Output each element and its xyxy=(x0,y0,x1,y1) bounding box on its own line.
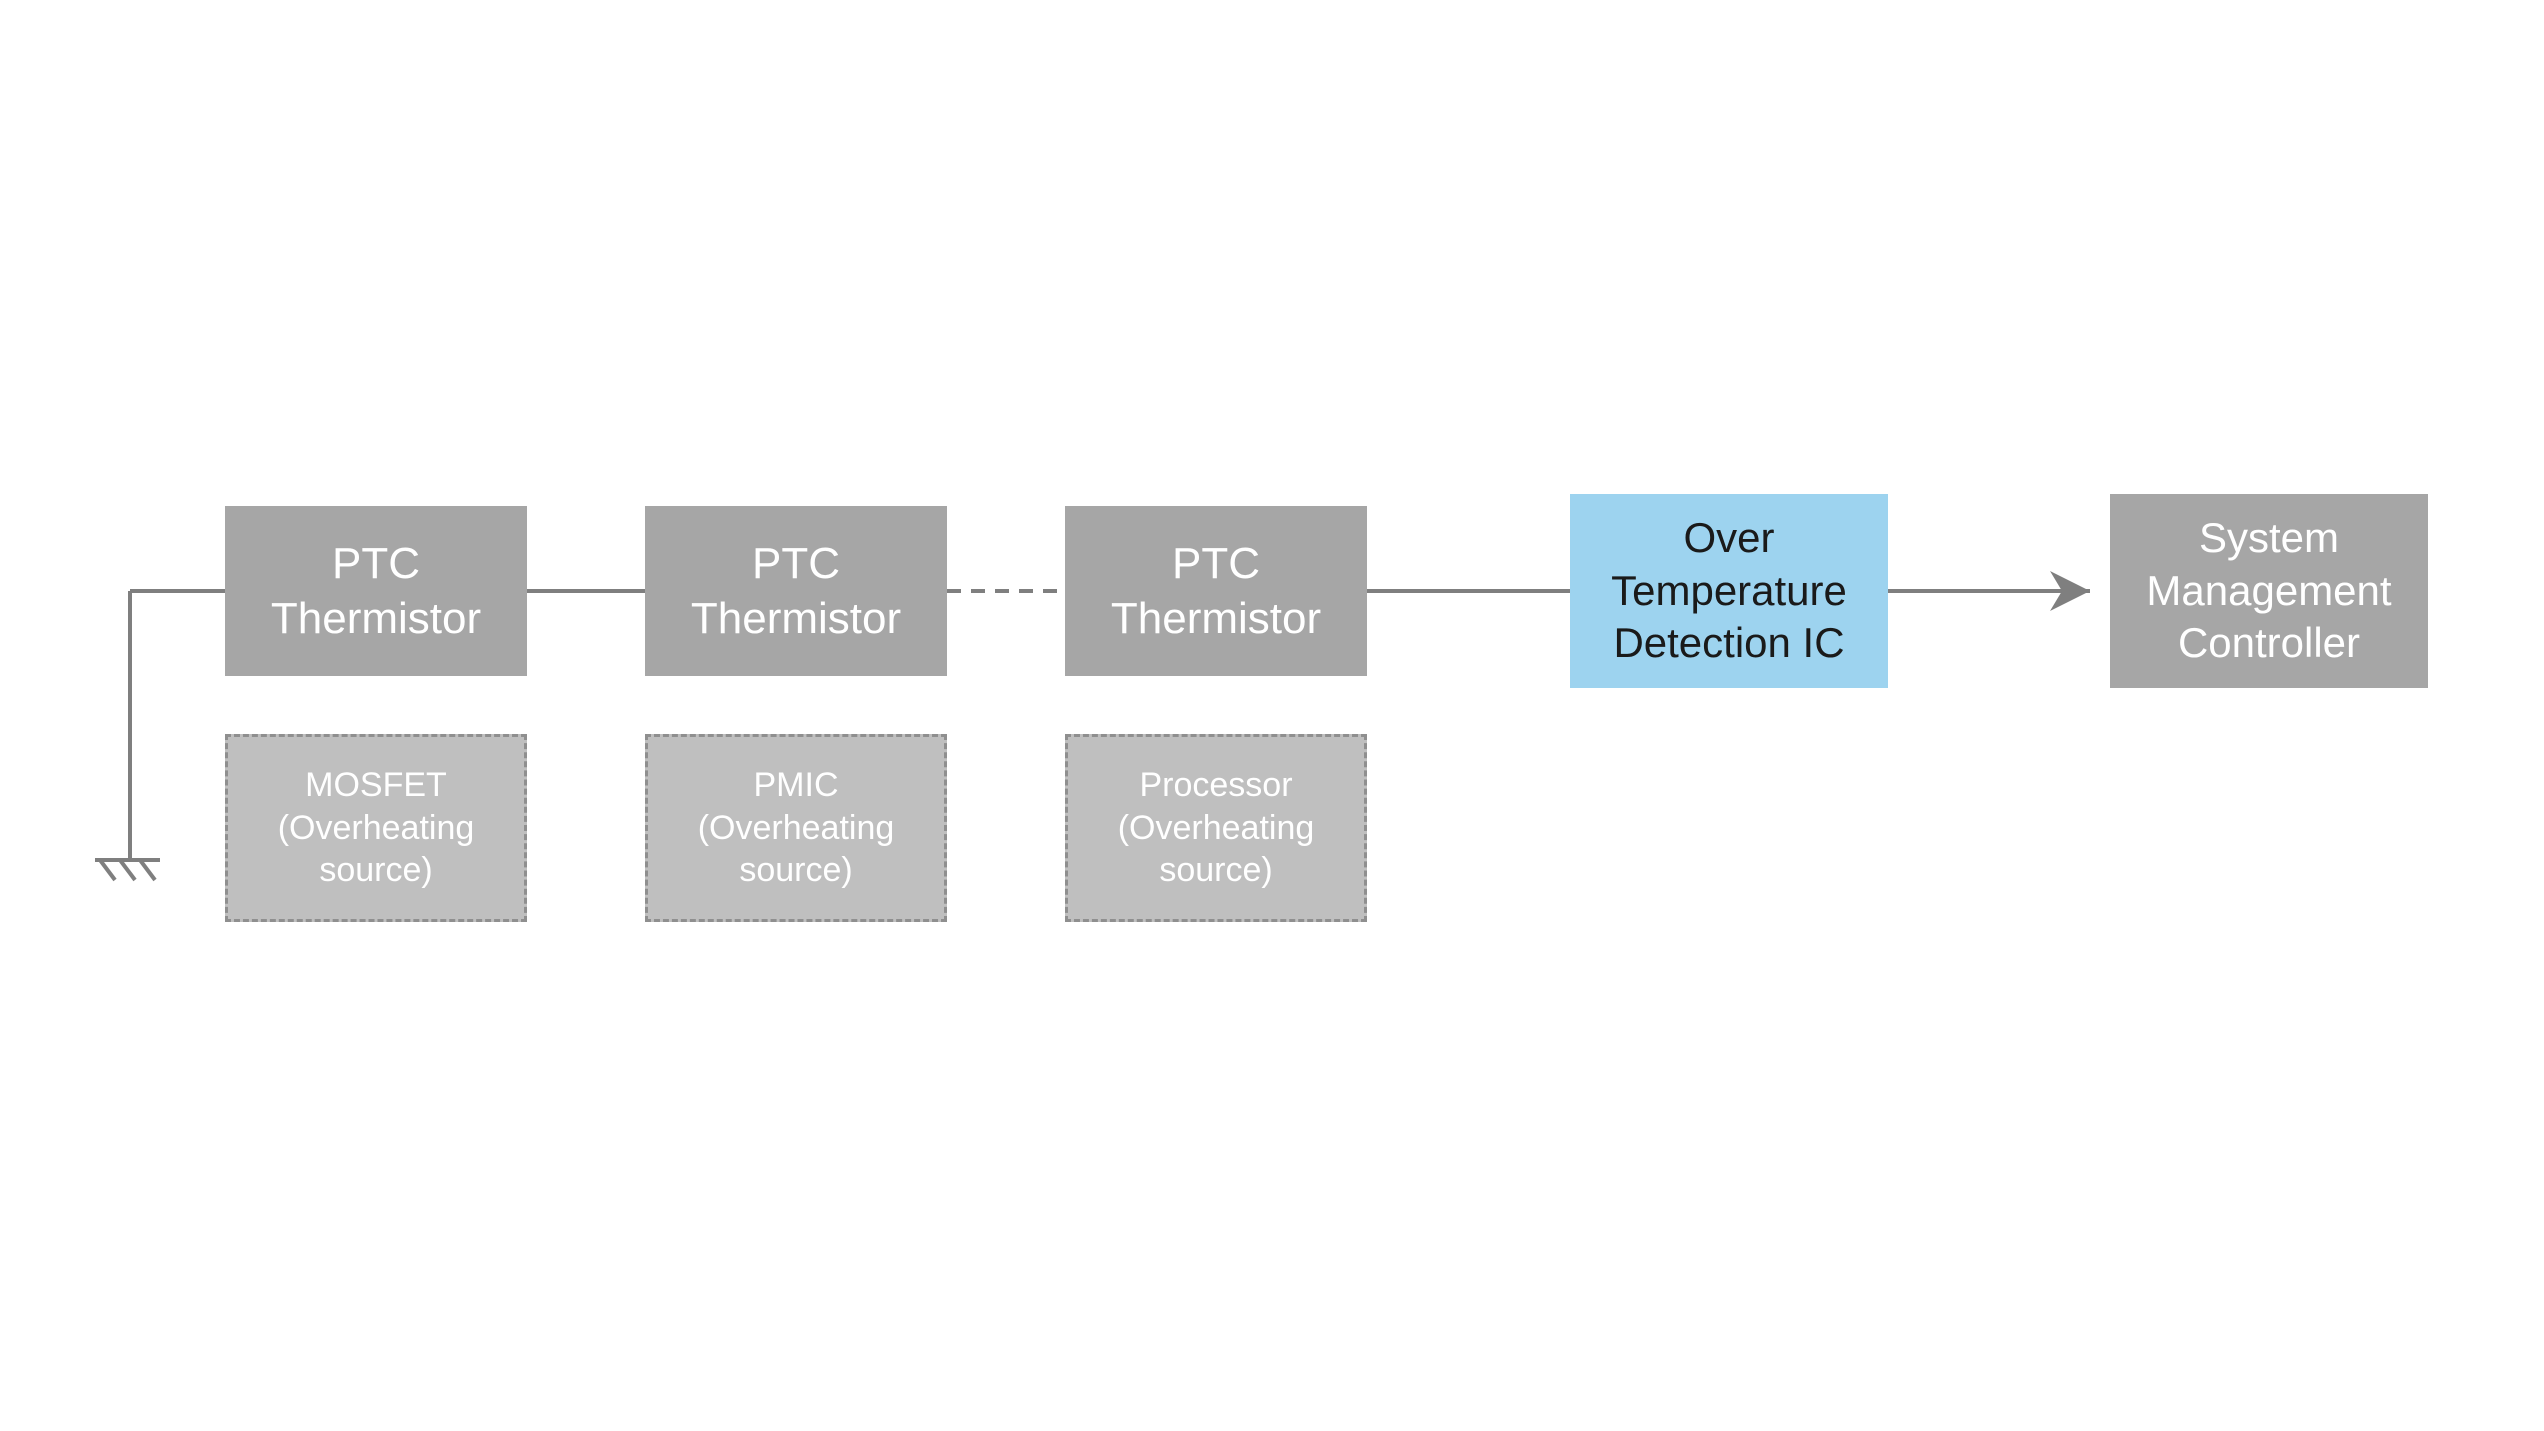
block-pmic-source: PMIC (Overheating source) xyxy=(645,734,947,922)
ground-tick-1 xyxy=(100,860,115,880)
block-system-management-controller: System Management Controller xyxy=(2110,494,2428,688)
ptc2-line1: PTC xyxy=(752,536,840,591)
pmic-line3: source) xyxy=(739,849,852,892)
processor-line3: source) xyxy=(1159,849,1272,892)
smc-line2: Management xyxy=(2146,565,2391,618)
ptc1-line1: PTC xyxy=(332,536,420,591)
mosfet-line1: MOSFET xyxy=(305,764,447,807)
block-ptc-thermistor-3: PTC Thermistor xyxy=(1065,506,1367,676)
mosfet-line3: source) xyxy=(319,849,432,892)
block-diagram: PTC Thermistor PTC Thermistor PTC Thermi… xyxy=(0,0,2544,1431)
otd-line1: Over xyxy=(1683,512,1774,565)
smc-line3: Controller xyxy=(2178,617,2360,670)
block-processor-source: Processor (Overheating source) xyxy=(1065,734,1367,922)
pmic-line1: PMIC xyxy=(754,764,839,807)
block-over-temperature-detection-ic: Over Temperature Detection IC xyxy=(1570,494,1888,688)
ground-tick-3 xyxy=(140,860,155,880)
smc-line1: System xyxy=(2199,512,2339,565)
ptc1-line2: Thermistor xyxy=(271,591,481,646)
mosfet-line2: (Overheating xyxy=(278,807,475,850)
ptc2-line2: Thermistor xyxy=(691,591,901,646)
pmic-line2: (Overheating xyxy=(698,807,895,850)
wires-layer xyxy=(0,0,2544,1431)
processor-line1: Processor xyxy=(1139,764,1292,807)
block-ptc-thermistor-1: PTC Thermistor xyxy=(225,506,527,676)
ptc3-line1: PTC xyxy=(1172,536,1260,591)
block-mosfet-source: MOSFET (Overheating source) xyxy=(225,734,527,922)
ptc3-line2: Thermistor xyxy=(1111,591,1321,646)
block-ptc-thermistor-2: PTC Thermistor xyxy=(645,506,947,676)
otd-line2: Temperature xyxy=(1611,565,1847,618)
processor-line2: (Overheating xyxy=(1118,807,1315,850)
otd-line3: Detection IC xyxy=(1613,617,1844,670)
ground-tick-2 xyxy=(120,860,135,880)
